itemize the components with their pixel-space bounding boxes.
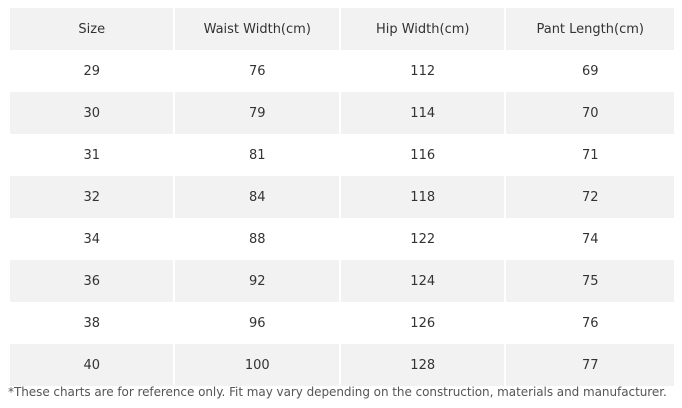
cell-pant-length: 75: [506, 260, 674, 302]
cell-hip-width: 112: [410, 63, 436, 79]
cell-hip-width: 114: [340, 92, 505, 134]
cell-size: 34: [83, 231, 101, 247]
cell-waist-width: 88: [248, 231, 266, 247]
cell-pant-length: 76: [581, 315, 599, 331]
table-row: 29 76 112 69: [10, 50, 674, 92]
size-chart-table: Size Waist Width(cm) Hip Width(cm) Pant …: [8, 8, 676, 386]
table-row: 38 96 126 76: [10, 302, 674, 344]
table-header-row: Size Waist Width(cm) Hip Width(cm) Pant …: [10, 8, 674, 50]
cell-waist-width: 100: [175, 344, 339, 386]
cell-waist-width: 84: [175, 176, 339, 218]
cell-waist-width: 76: [248, 63, 266, 79]
cell-waist-width: 96: [248, 315, 266, 331]
cell-size: 40: [10, 344, 174, 386]
cell-hip-width: 122: [410, 231, 436, 247]
cell-size: 31: [83, 147, 101, 163]
header-waist-width: Waist Width(cm): [175, 8, 339, 50]
cell-pant-length: 71: [581, 147, 599, 163]
cell-hip-width: 128: [340, 344, 505, 386]
cell-waist-width: 79: [175, 92, 339, 134]
cell-hip-width: 116: [410, 147, 436, 163]
header-size: Size: [10, 8, 174, 50]
cell-size: 36: [10, 260, 174, 302]
cell-hip-width: 118: [340, 176, 505, 218]
table-row: 34 88 122 74: [10, 218, 674, 260]
footnote: *These charts are for reference only. Fi…: [8, 385, 667, 399]
cell-size: 32: [10, 176, 174, 218]
cell-pant-length: 72: [506, 176, 674, 218]
cell-pant-length: 74: [581, 231, 599, 247]
cell-size: 29: [83, 63, 101, 79]
table-row: 31 81 116 71: [10, 134, 674, 176]
table-row: 30 79 114 70: [10, 92, 674, 134]
cell-size: 30: [10, 92, 174, 134]
cell-waist-width: 92: [175, 260, 339, 302]
cell-hip-width: 124: [340, 260, 505, 302]
cell-pant-length: 70: [506, 92, 674, 134]
table-row: 32 84 118 72: [10, 176, 674, 218]
cell-waist-width: 81: [248, 147, 266, 163]
header-hip-width: Hip Width(cm): [340, 8, 505, 50]
header-pant-length: Pant Length(cm): [506, 8, 674, 50]
cell-size: 38: [83, 315, 101, 331]
table-row: 36 92 124 75: [10, 260, 674, 302]
cell-hip-width: 126: [410, 315, 436, 331]
cell-pant-length: 77: [506, 344, 674, 386]
table-row: 40 100 128 77: [10, 344, 674, 386]
cell-pant-length: 69: [581, 63, 599, 79]
